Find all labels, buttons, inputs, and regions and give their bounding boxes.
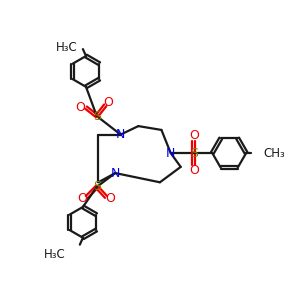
Text: S: S [190,146,198,160]
Text: O: O [76,101,85,114]
Text: S: S [93,180,101,194]
Text: O: O [190,164,200,177]
Text: O: O [77,192,87,205]
Text: S: S [93,110,101,123]
Text: CH₃: CH₃ [263,146,285,160]
Text: O: O [103,97,113,110]
Text: H₃C: H₃C [56,41,78,54]
Text: O: O [105,192,115,205]
Text: O: O [190,129,200,142]
Text: H₃C: H₃C [44,248,66,261]
Text: N: N [111,167,120,180]
Text: N: N [166,146,175,160]
Text: N: N [116,128,125,141]
